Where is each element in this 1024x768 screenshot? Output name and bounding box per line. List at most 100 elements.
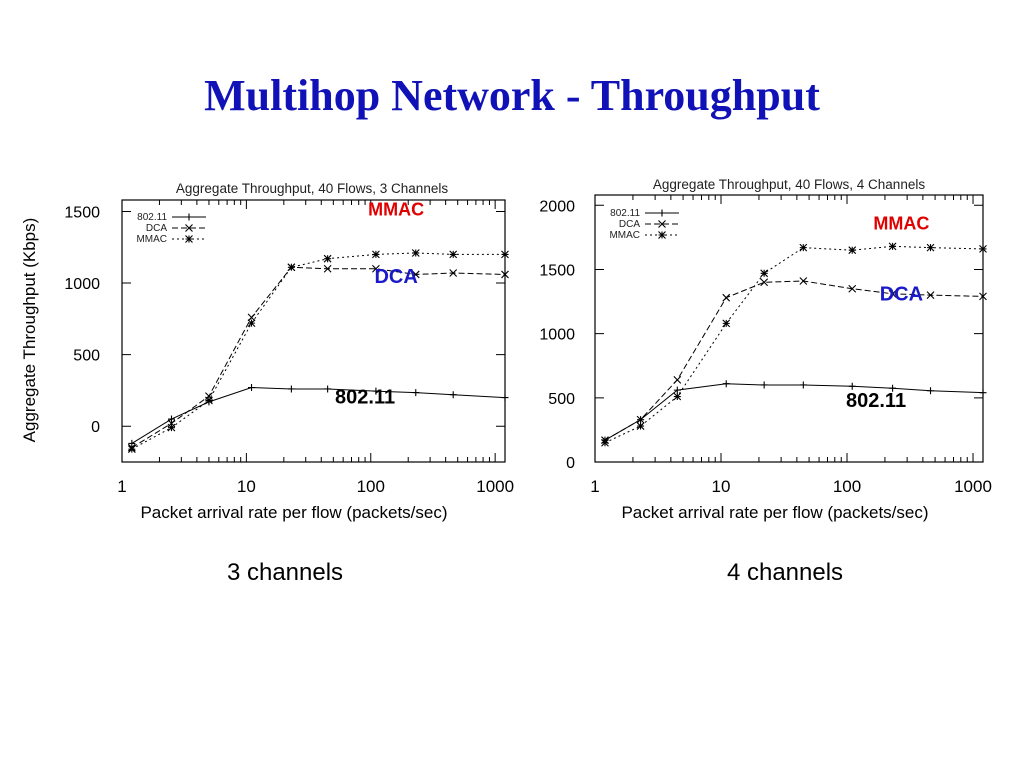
legend-marker-80211 [658, 209, 666, 217]
data-point-dca [722, 293, 731, 302]
chart-title: Aggregate Throughput, 40 Flows, 4 Channe… [653, 177, 925, 192]
data-point-mmac [449, 250, 458, 259]
data-point-80211 [248, 384, 256, 392]
legend-label-80211: 802.11 [610, 208, 640, 219]
legend-label-mmac: MMAC [136, 234, 167, 245]
data-point-dca [372, 264, 380, 273]
plot-frame [121, 199, 506, 463]
data-point-80211 [927, 387, 935, 395]
data-point-mmac [247, 319, 256, 328]
annotation-80211: 802.11 [846, 390, 906, 412]
data-point-mmac [926, 243, 935, 252]
series-line-80211 [131, 387, 506, 444]
chart-title: Aggregate Throughput, 40 Flows, 3 Channe… [176, 181, 448, 196]
y-tick-label: 1000 [539, 327, 575, 344]
series-line-mmac [131, 252, 505, 450]
y-tick-label: 0 [566, 455, 575, 472]
data-point-mmac [372, 250, 380, 259]
data-point-mmac [673, 392, 682, 401]
legend-marker-dca [658, 220, 666, 228]
data-point-dca [979, 292, 987, 301]
data-point-mmac [323, 254, 332, 263]
legend-marker-mmac [185, 235, 193, 243]
x-tick-label: 1000 [954, 477, 992, 496]
data-point-mmac [127, 445, 136, 454]
legend-marker-80211 [185, 213, 193, 221]
legend-label-mmac: MMAC [609, 230, 640, 241]
data-point-80211 [848, 382, 856, 390]
data-point-dca [760, 278, 769, 287]
x-tick-label: 10 [712, 477, 731, 496]
series-line-dca [604, 280, 984, 441]
data-point-80211 [760, 381, 768, 389]
legend-label-80211: 802.11 [137, 212, 167, 223]
x-tick-label: 1 [117, 477, 126, 496]
data-point-80211 [501, 394, 509, 402]
annotation-dca: DCA [880, 283, 923, 305]
legend-marker-dca [185, 224, 193, 232]
series-line-mmac [604, 245, 984, 444]
data-point-dca [323, 264, 332, 273]
y-tick-label: 2000 [539, 198, 575, 215]
data-point-mmac [888, 242, 897, 251]
series-line-80211 [604, 383, 984, 441]
y-tick-label: 1500 [64, 204, 100, 221]
series-line-dca [131, 266, 506, 449]
data-point-mmac [722, 319, 731, 328]
data-point-dca [926, 291, 935, 300]
data-point-80211 [412, 389, 420, 397]
data-point-dca [501, 270, 509, 279]
data-point-mmac [411, 249, 420, 257]
y-tick-label: 500 [73, 348, 100, 365]
data-point-dca [888, 289, 897, 298]
data-point-80211 [324, 385, 332, 393]
legend-label-dca: DCA [619, 219, 640, 230]
data-point-80211 [979, 389, 987, 397]
data-point-mmac [501, 250, 509, 259]
y-tick-label: 0 [91, 419, 100, 436]
data-point-80211 [889, 384, 897, 392]
annotation-mmac: MMAC [873, 214, 929, 234]
data-point-80211 [449, 391, 457, 399]
caption-4-channels: 4 channels [726, 559, 844, 586]
legend-label-dca: DCA [146, 223, 167, 234]
data-point-80211 [167, 415, 175, 423]
data-point-dca [848, 284, 857, 293]
legend-marker-mmac [658, 231, 666, 239]
data-point-80211 [722, 380, 730, 388]
data-point-mmac [799, 243, 808, 252]
annotation-mmac: MMAC [368, 200, 424, 220]
data-point-dca [673, 375, 682, 384]
annotation-80211: 802.11 [335, 386, 395, 408]
y-tick-label: 500 [548, 391, 575, 408]
x-tick-label: 1000 [476, 477, 514, 496]
x-tick-label: 10 [237, 477, 256, 496]
data-point-mmac [601, 438, 609, 447]
caption-3-channels: 3 channels [226, 559, 344, 586]
x-axis-label: Packet arrival rate per flow (packets/se… [140, 503, 447, 522]
x-axis-label: Packet arrival rate per flow (packets/se… [621, 503, 928, 522]
data-point-80211 [287, 385, 295, 393]
data-point-mmac [760, 269, 769, 278]
data-point-dca [799, 277, 808, 285]
data-point-mmac [848, 246, 857, 255]
annotation-dca: DCA [374, 266, 417, 288]
slide-title: Multihop Network - Throughput [204, 71, 820, 120]
data-point-dca [411, 270, 420, 279]
data-point-80211 [372, 387, 380, 395]
data-point-mmac [167, 423, 176, 432]
data-point-mmac [636, 422, 645, 430]
data-point-mmac [979, 245, 987, 253]
data-point-dca [247, 313, 256, 322]
data-point-mmac [205, 396, 213, 405]
x-tick-label: 100 [833, 477, 861, 496]
plot-frame [594, 194, 984, 463]
y-tick-label: 1500 [539, 262, 575, 279]
data-point-dca [449, 269, 458, 277]
data-point-80211 [673, 386, 681, 394]
y-tick-label: 1000 [64, 276, 100, 293]
x-tick-label: 1 [590, 477, 599, 496]
data-point-80211 [799, 381, 807, 389]
